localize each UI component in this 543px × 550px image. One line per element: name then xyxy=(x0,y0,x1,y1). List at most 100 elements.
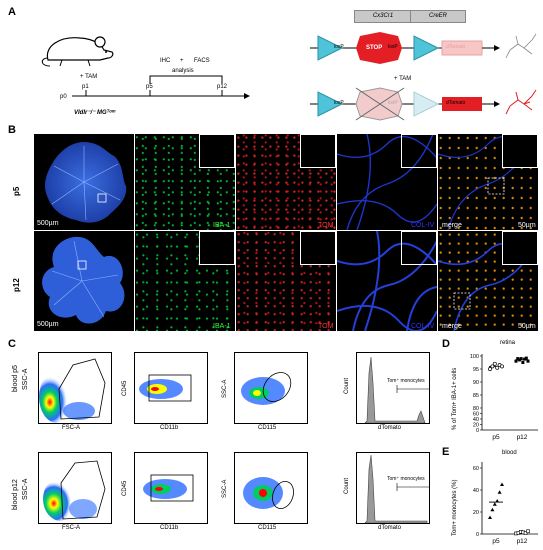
channel-label-iba1-p12: IBA-1 xyxy=(213,323,231,330)
data-point xyxy=(490,364,495,369)
gate-label-p5: Tom⁺ monocytes xyxy=(387,378,425,384)
axis-cd115-p12: CD115 xyxy=(258,525,277,531)
chart-blood: 0 20 40 60 p5 p12 xyxy=(473,462,538,545)
ihc-label: IHC xyxy=(160,58,171,64)
loxp-right-after-label: loxP xyxy=(388,100,398,106)
timeline-p5: p5 xyxy=(146,84,153,90)
facs-fsc-ssc-p12 xyxy=(38,452,112,524)
axis-count-p5: Count xyxy=(344,377,350,394)
tom-image-p5: TOM xyxy=(236,134,336,230)
y-tick-label: 90 xyxy=(473,380,479,386)
x-tick-label: p12 xyxy=(517,538,528,545)
scale-bar-50-p12: 50µm xyxy=(518,323,536,330)
y-tick-label: 80 xyxy=(473,406,479,412)
facs-histogram-p12: Tom⁺ monocytes xyxy=(356,452,430,524)
data-point xyxy=(495,365,500,370)
axis-dtomato-p12: dTomato xyxy=(378,525,402,531)
y-tick-label: 0 xyxy=(476,532,479,538)
y-tick-label: 100 xyxy=(470,354,479,360)
timeline-p0: p0 xyxy=(60,94,67,100)
axis-cd45-p12: CD45 xyxy=(122,480,128,496)
row-label-ssc-p12: SSC-A xyxy=(22,478,29,500)
col4-image-p12: COL-IV xyxy=(337,231,437,331)
data-point xyxy=(521,361,525,364)
data-point xyxy=(492,361,497,366)
merge-image-p5: merge xyxy=(438,134,538,230)
data-point xyxy=(514,359,518,363)
chart-e-title: blood xyxy=(502,450,517,456)
channel-label-merge-p5: merge xyxy=(442,222,462,229)
y-tick-label: 95 xyxy=(473,367,479,373)
timeline-arrow xyxy=(72,90,250,99)
analysis-bracket xyxy=(149,75,223,84)
row-label-blood-p5: blood p5 xyxy=(12,365,19,392)
axis-cd11b-p12: CD11b xyxy=(160,525,179,531)
mouse-icon xyxy=(41,36,114,67)
panel-label-d: D xyxy=(442,338,450,350)
iba1-image-p5: IBA-1 xyxy=(135,134,235,230)
scale-bar-500-p12: 500µm xyxy=(37,321,59,328)
y-tick-label: 40 xyxy=(473,488,479,494)
construct-after xyxy=(310,87,537,121)
facs-cd115-ssc-p12 xyxy=(234,452,308,524)
gate-label-p12: Tom⁺ monocytes xyxy=(387,476,425,482)
retina-wholemount-p5: 500µm xyxy=(34,134,134,230)
loxp-left-after-label: loxP xyxy=(334,100,344,106)
facs-fsc-ssc-p5 xyxy=(38,352,112,424)
analysis-label: analysis xyxy=(172,68,194,74)
facs-label: FACS xyxy=(194,58,210,64)
x-tick-label: p5 xyxy=(492,538,500,545)
row-label-p5: p5 xyxy=(12,186,21,196)
axis-cd11b-p5: CD11b xyxy=(160,425,179,431)
facs-cd11b-cd45-p5 xyxy=(134,352,208,424)
channel-label-col4-p5: COL-IV xyxy=(411,222,435,229)
data-point xyxy=(519,357,523,361)
x-tick-label: p12 xyxy=(517,434,528,441)
data-point xyxy=(523,531,528,535)
construct-before xyxy=(310,32,537,64)
data-point xyxy=(500,364,504,369)
y-tick-label: 60 xyxy=(473,466,479,472)
panel-label-e: E xyxy=(442,446,450,458)
data-point xyxy=(488,367,492,371)
channel-label-tom-p12: TOM xyxy=(318,323,334,330)
data-point xyxy=(524,356,528,360)
construct-promoter: Cx3Cr1 xyxy=(354,10,412,23)
data-point xyxy=(497,490,502,494)
data-point xyxy=(500,482,504,486)
scale-bar-500-p5: 500µm xyxy=(37,220,59,227)
axis-fsc-p5: FSC-A xyxy=(62,425,80,431)
facs-cd115-ssc-p5 xyxy=(234,352,308,424)
dtomato-label: dTomato xyxy=(446,100,466,106)
y-tick-label: 20 xyxy=(473,510,479,516)
construct-creer: CreER xyxy=(410,10,466,23)
chart-d-title: retina xyxy=(500,340,516,346)
iba1-image-p12: IBA-1 xyxy=(135,231,235,331)
tom-image-p12: TOM xyxy=(236,231,336,331)
tam-label: + TAM xyxy=(80,74,98,80)
loxp-left-label: loxP xyxy=(334,44,344,50)
axis-count-p12: Count xyxy=(344,477,350,494)
channel-label-tom-p5: TOM xyxy=(318,222,334,229)
y-tick-label: 0 xyxy=(476,428,479,434)
data-point xyxy=(516,357,520,361)
stop-label: STOP xyxy=(366,45,383,51)
axis-ssc2-p5: SSC-A xyxy=(222,379,228,398)
data-point xyxy=(526,529,530,534)
channel-label-iba1-p5: IBA-1 xyxy=(213,222,231,229)
axis-fsc-p12: FSC-A xyxy=(62,525,80,531)
data-point xyxy=(517,358,521,362)
row-label-blood-p12: blood p12 xyxy=(12,479,19,510)
row-label-p12: p12 xyxy=(12,278,21,292)
axis-ssc2-p12: SSC-A xyxy=(222,479,228,498)
col4-image-p5: COL-IV xyxy=(337,134,437,230)
channel-label-col4-p12: COL-IV xyxy=(411,323,435,330)
data-point xyxy=(488,515,492,519)
plus-label: + xyxy=(180,58,184,64)
retina-wholemount-p12: 500µm xyxy=(34,231,134,331)
axis-cd45-p5: CD45 xyxy=(122,380,128,396)
row-label-ssc-p5: SSC-A xyxy=(22,368,29,390)
panel-label-c: C xyxy=(8,338,16,350)
timeline-p1: p1 xyxy=(82,84,89,90)
